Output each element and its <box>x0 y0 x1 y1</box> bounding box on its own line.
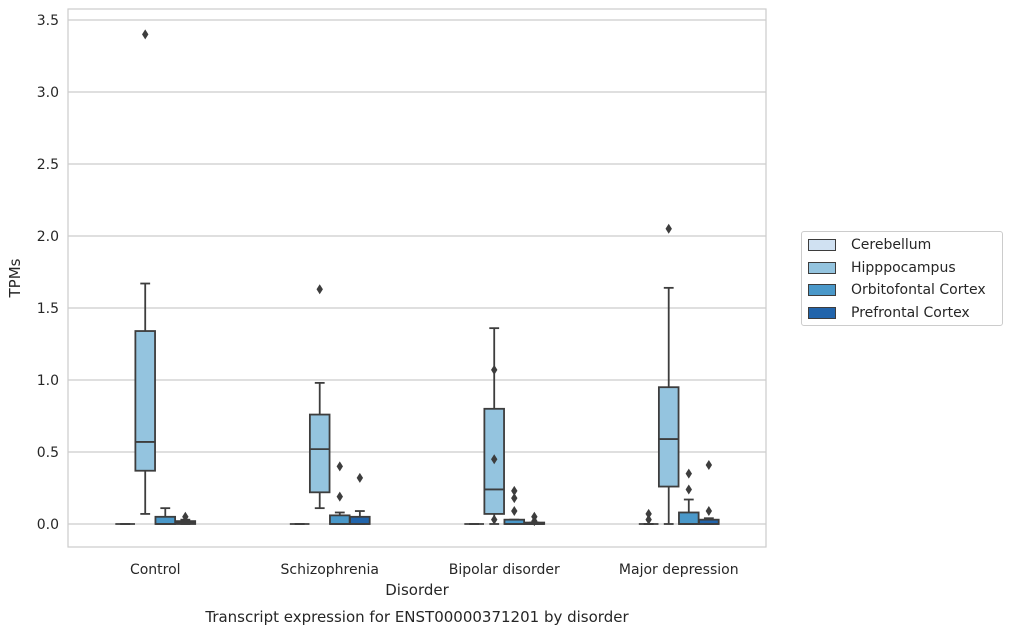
box-bipolar-disorder-orbitofontal-cortex <box>503 485 526 525</box>
box-major-depression-orbitofontal-cortex <box>678 468 700 525</box>
box-major-depression-hipppocampus <box>657 223 680 525</box>
flier-point <box>685 484 692 495</box>
y-tick-label: 3.5 <box>37 13 59 29</box>
flier-point <box>491 514 498 525</box>
x-tick-label: Schizophrenia <box>281 562 379 578</box>
box-schizophrenia-prefrontal-cortex <box>349 472 371 525</box>
y-tick-label: 1.0 <box>37 373 59 389</box>
box-body <box>134 330 156 472</box>
legend-item-cerebellum: Cerebellum <box>808 236 931 254</box>
box-body <box>308 413 331 494</box>
box-body <box>329 514 351 525</box>
flier-point <box>336 491 343 502</box>
y-tick-label: 0.0 <box>37 517 59 533</box>
flier-point <box>336 461 343 472</box>
flier-point <box>142 29 149 40</box>
legend-label-hipppocampus: Hipppocampus <box>851 260 956 276</box>
grid-layer <box>68 19 766 525</box>
flier-point <box>705 459 713 470</box>
x-tick-label: Control <box>130 562 181 578</box>
plot-frame <box>67 8 767 548</box>
flier-point <box>491 454 498 465</box>
box-major-depression-cerebellum <box>638 508 659 525</box>
legend-item-orbitofontal-cortex: Orbitofontal Cortex <box>808 281 986 299</box>
flier-point <box>531 516 538 527</box>
legend-label-cerebellum: Cerebellum <box>851 237 932 253</box>
flier-point <box>511 493 518 504</box>
flier-point <box>705 506 713 517</box>
box-control-prefrontal-cortex <box>174 511 197 525</box>
box-body <box>154 515 177 525</box>
box-schizophrenia-orbitofontal-cortex <box>329 461 351 525</box>
chart-title: Transcript expression for ENST0000037120… <box>204 608 629 626</box>
legend-swatch-orbitofontal-cortex <box>808 284 836 296</box>
flier-point <box>645 508 652 519</box>
legend: Cerebellum Hipppocampus Orbitofontal Cor… <box>801 231 1003 326</box>
tick-layer: 0.0 0.5 1.0 1.5 2.0 2.5 3.0 3.5 Control Schizophr… <box>37 13 739 578</box>
legend-item-hipppocampus: Hipppocampus <box>808 259 956 277</box>
y-tick-label: 2.0 <box>37 229 59 245</box>
legend-swatch-hipppocampus <box>808 262 836 274</box>
flier-point <box>356 472 364 483</box>
box-major-depression-prefrontal-cortex <box>698 459 720 525</box>
y-tick-label: 2.5 <box>37 157 59 173</box>
legend-swatch-cerebellum <box>808 239 836 251</box>
box-bipolar-disorder-prefrontal-cortex <box>523 511 546 527</box>
box-control-hipppocampus <box>134 29 156 515</box>
legend-label-orbitofontal-cortex: Orbitofontal Cortex <box>851 282 986 298</box>
box-control-orbitofontal-cortex <box>154 507 177 525</box>
flier-point <box>316 284 323 295</box>
legend-item-prefrontal-cortex: Prefrontal Cortex <box>808 304 970 322</box>
flier-point <box>665 223 672 234</box>
box-layer <box>115 29 720 527</box>
y-tick-label: 1.5 <box>37 301 59 317</box>
x-tick-label: Major depression <box>619 562 739 578</box>
flier-point <box>511 485 518 496</box>
box-bipolar-disorder-hipppocampus <box>483 327 505 525</box>
flier-point <box>645 514 652 525</box>
box-body <box>657 386 680 488</box>
box-body <box>678 511 700 525</box>
flier-point <box>511 506 518 517</box>
x-axis-label: Disorder <box>385 581 449 599</box>
y-tick-label: 0.5 <box>37 445 59 461</box>
flier-point <box>182 511 189 522</box>
legend-swatch-prefrontal-cortex <box>808 307 836 319</box>
flier-point <box>685 468 692 479</box>
y-tick-label: 3.0 <box>37 85 59 101</box>
x-tick-label: Bipolar disorder <box>449 562 560 578</box>
y-axis-label: TPMs <box>6 258 24 298</box>
legend-label-prefrontal-cortex: Prefrontal Cortex <box>851 305 970 321</box>
box-schizophrenia-hipppocampus <box>308 284 331 510</box>
flier-point <box>491 364 498 375</box>
box-body <box>349 515 371 525</box>
